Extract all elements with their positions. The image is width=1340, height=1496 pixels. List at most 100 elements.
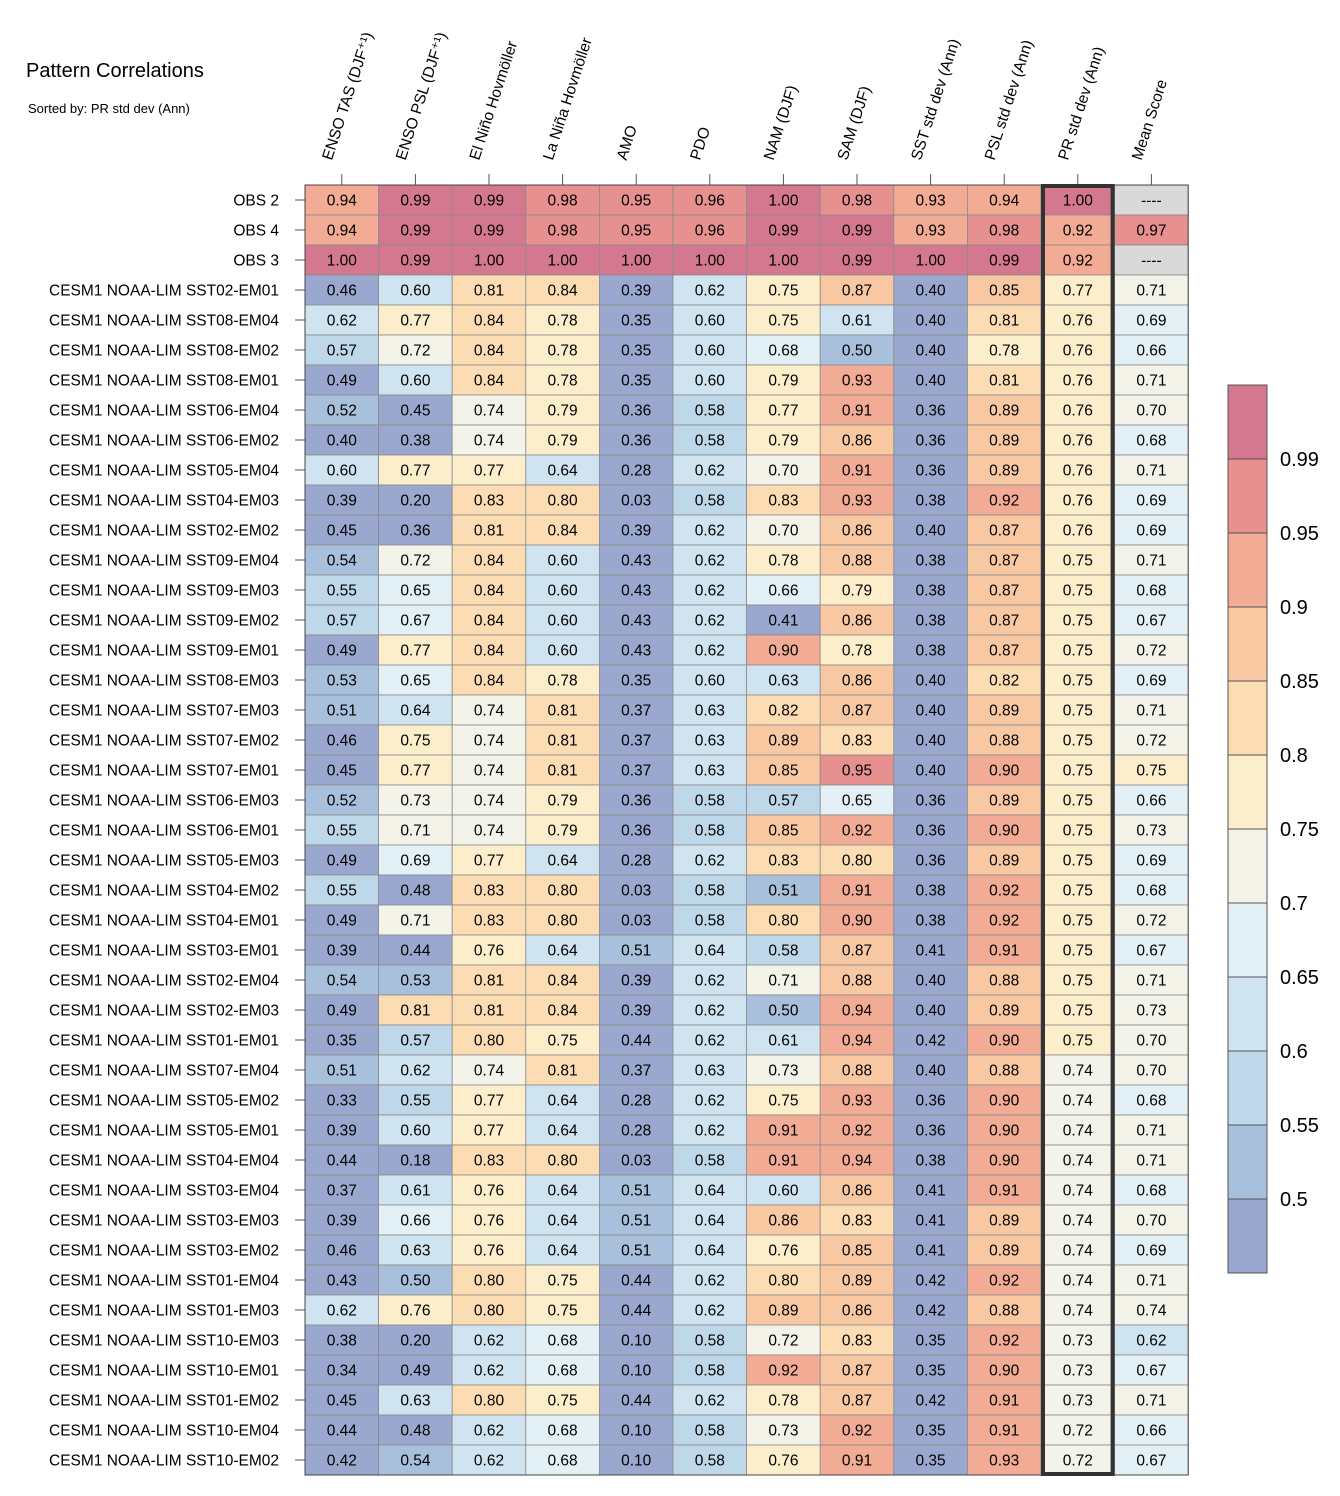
colorbar-label: 0.55 (1280, 1115, 1319, 1137)
heatmap-cell (451, 1384, 527, 1416)
row-label: CESM1 NOAA-LIM SST09-EM03 (49, 583, 279, 600)
row-label: OBS 2 (233, 193, 279, 210)
heatmap-cell (525, 1294, 600, 1326)
heatmap-cell (893, 874, 968, 906)
cell-value: 0.83 (842, 1333, 872, 1350)
cell-value: 0.71 (1136, 553, 1166, 570)
cell-value: 0.46 (327, 283, 357, 300)
heatmap-cell (378, 634, 453, 666)
cell-value: 0.58 (695, 1423, 725, 1440)
cell-value: 0.37 (621, 763, 651, 780)
cell-value: 0.48 (400, 883, 430, 900)
row-label: CESM1 NOAA-LIM SST07-EM01 (49, 763, 279, 780)
cell-value: 0.75 (1063, 883, 1093, 900)
cell-value: 0.68 (1136, 1183, 1166, 1200)
cell-value: 0.10 (621, 1333, 652, 1350)
cell-value: 0.82 (768, 703, 798, 720)
heatmap-cell (893, 604, 968, 636)
heatmap-cell (451, 784, 527, 816)
cell-value: 0.35 (621, 343, 651, 360)
heatmap-cell (819, 694, 895, 726)
cell-value: 0.39 (327, 1213, 357, 1230)
cell-value: 0.42 (327, 1453, 357, 1470)
heatmap-cell (893, 424, 968, 456)
cell-value: 0.90 (989, 1093, 1020, 1110)
heatmap-cell (1040, 334, 1115, 366)
cell-value: 0.84 (474, 343, 505, 360)
heatmap-cell (672, 1414, 747, 1446)
heatmap-cell (819, 1384, 895, 1416)
cell-value: 0.39 (327, 1123, 357, 1140)
heatmap-cell (672, 754, 747, 786)
cell-value: 0.44 (621, 1393, 652, 1410)
colorbar-segment (1228, 829, 1267, 903)
cell-value: 0.87 (989, 523, 1019, 540)
heatmap-cell (525, 214, 600, 246)
cell-value: 0.93 (916, 223, 946, 240)
heatmap-cell (819, 754, 895, 786)
cell-value: 0.78 (548, 373, 578, 390)
cell-value: 0.69 (1136, 493, 1166, 510)
heatmap-cell (893, 994, 968, 1026)
heatmap-cell (378, 874, 453, 906)
cell-value: 0.75 (548, 1393, 578, 1410)
cell-value: 0.54 (400, 1453, 431, 1470)
heatmap-cell (967, 934, 1042, 966)
grid-border (304, 184, 1189, 1476)
heatmap-cell (672, 1024, 747, 1056)
cell-value: 0.75 (1063, 583, 1093, 600)
heatmap-cell (525, 1144, 600, 1176)
heatmap-cell (1040, 1444, 1115, 1476)
row-label: CESM1 NOAA-LIM SST02-EM02 (49, 523, 279, 540)
heatmap-cell (746, 964, 821, 996)
heatmap-cell (746, 364, 821, 396)
cell-value: 0.90 (989, 1033, 1020, 1050)
heatmap-cell (893, 304, 968, 336)
row-label: CESM1 NOAA-LIM SST05-EM03 (49, 853, 279, 870)
column-label: AMO (614, 123, 641, 162)
cell-value: 0.38 (916, 583, 946, 600)
cell-value: 0.78 (548, 313, 578, 330)
heatmap-cell (378, 574, 453, 606)
heatmap-cell (451, 634, 527, 666)
cell-value: 0.38 (916, 643, 946, 660)
chart-subtitle: Sorted by: PR std dev (Ann) (28, 101, 190, 116)
heatmap-cell (1040, 844, 1115, 876)
heatmap-cell (672, 1444, 747, 1476)
heatmap-cell (746, 1444, 821, 1476)
cell-value: 0.80 (474, 1273, 505, 1290)
cell-value: 0.89 (989, 1243, 1019, 1260)
heatmap-cell (525, 454, 600, 486)
cell-value: 0.84 (474, 613, 505, 630)
cell-value: 0.71 (1136, 973, 1166, 990)
heatmap-cell (304, 334, 379, 366)
cell-value: 0.57 (768, 793, 798, 810)
cell-value: 0.60 (400, 373, 431, 390)
cell-value: 0.66 (768, 583, 798, 600)
cell-value: 0.61 (400, 1183, 430, 1200)
cell-value: 0.20 (400, 1333, 431, 1350)
cell-value: 0.67 (1136, 1453, 1166, 1470)
cell-value: 0.78 (768, 1393, 798, 1410)
heatmap-cell (525, 754, 600, 786)
cell-value: 0.62 (695, 1093, 725, 1110)
heatmap-cell (304, 1054, 379, 1086)
cell-value: 0.75 (1063, 733, 1093, 750)
heatmap-cell (672, 814, 747, 846)
cell-value: ---- (1141, 253, 1162, 270)
heatmap-cell (672, 634, 747, 666)
cell-value: 0.52 (327, 403, 357, 420)
heatmap-cell (967, 574, 1042, 606)
cell-value: 0.87 (989, 583, 1019, 600)
heatmap-cell (893, 334, 968, 366)
heatmap-cell (525, 904, 600, 936)
heatmap-cell (1040, 514, 1115, 546)
cell-value: 0.84 (474, 643, 505, 660)
cell-value: 0.42 (916, 1303, 946, 1320)
heatmap-cell (304, 904, 379, 936)
cell-value: 0.38 (327, 1333, 357, 1350)
cell-value: 0.92 (842, 1123, 872, 1140)
cell-value: 0.28 (621, 1093, 651, 1110)
cell-value: 0.72 (1136, 643, 1166, 660)
cell-value: 0.70 (1136, 1213, 1167, 1230)
